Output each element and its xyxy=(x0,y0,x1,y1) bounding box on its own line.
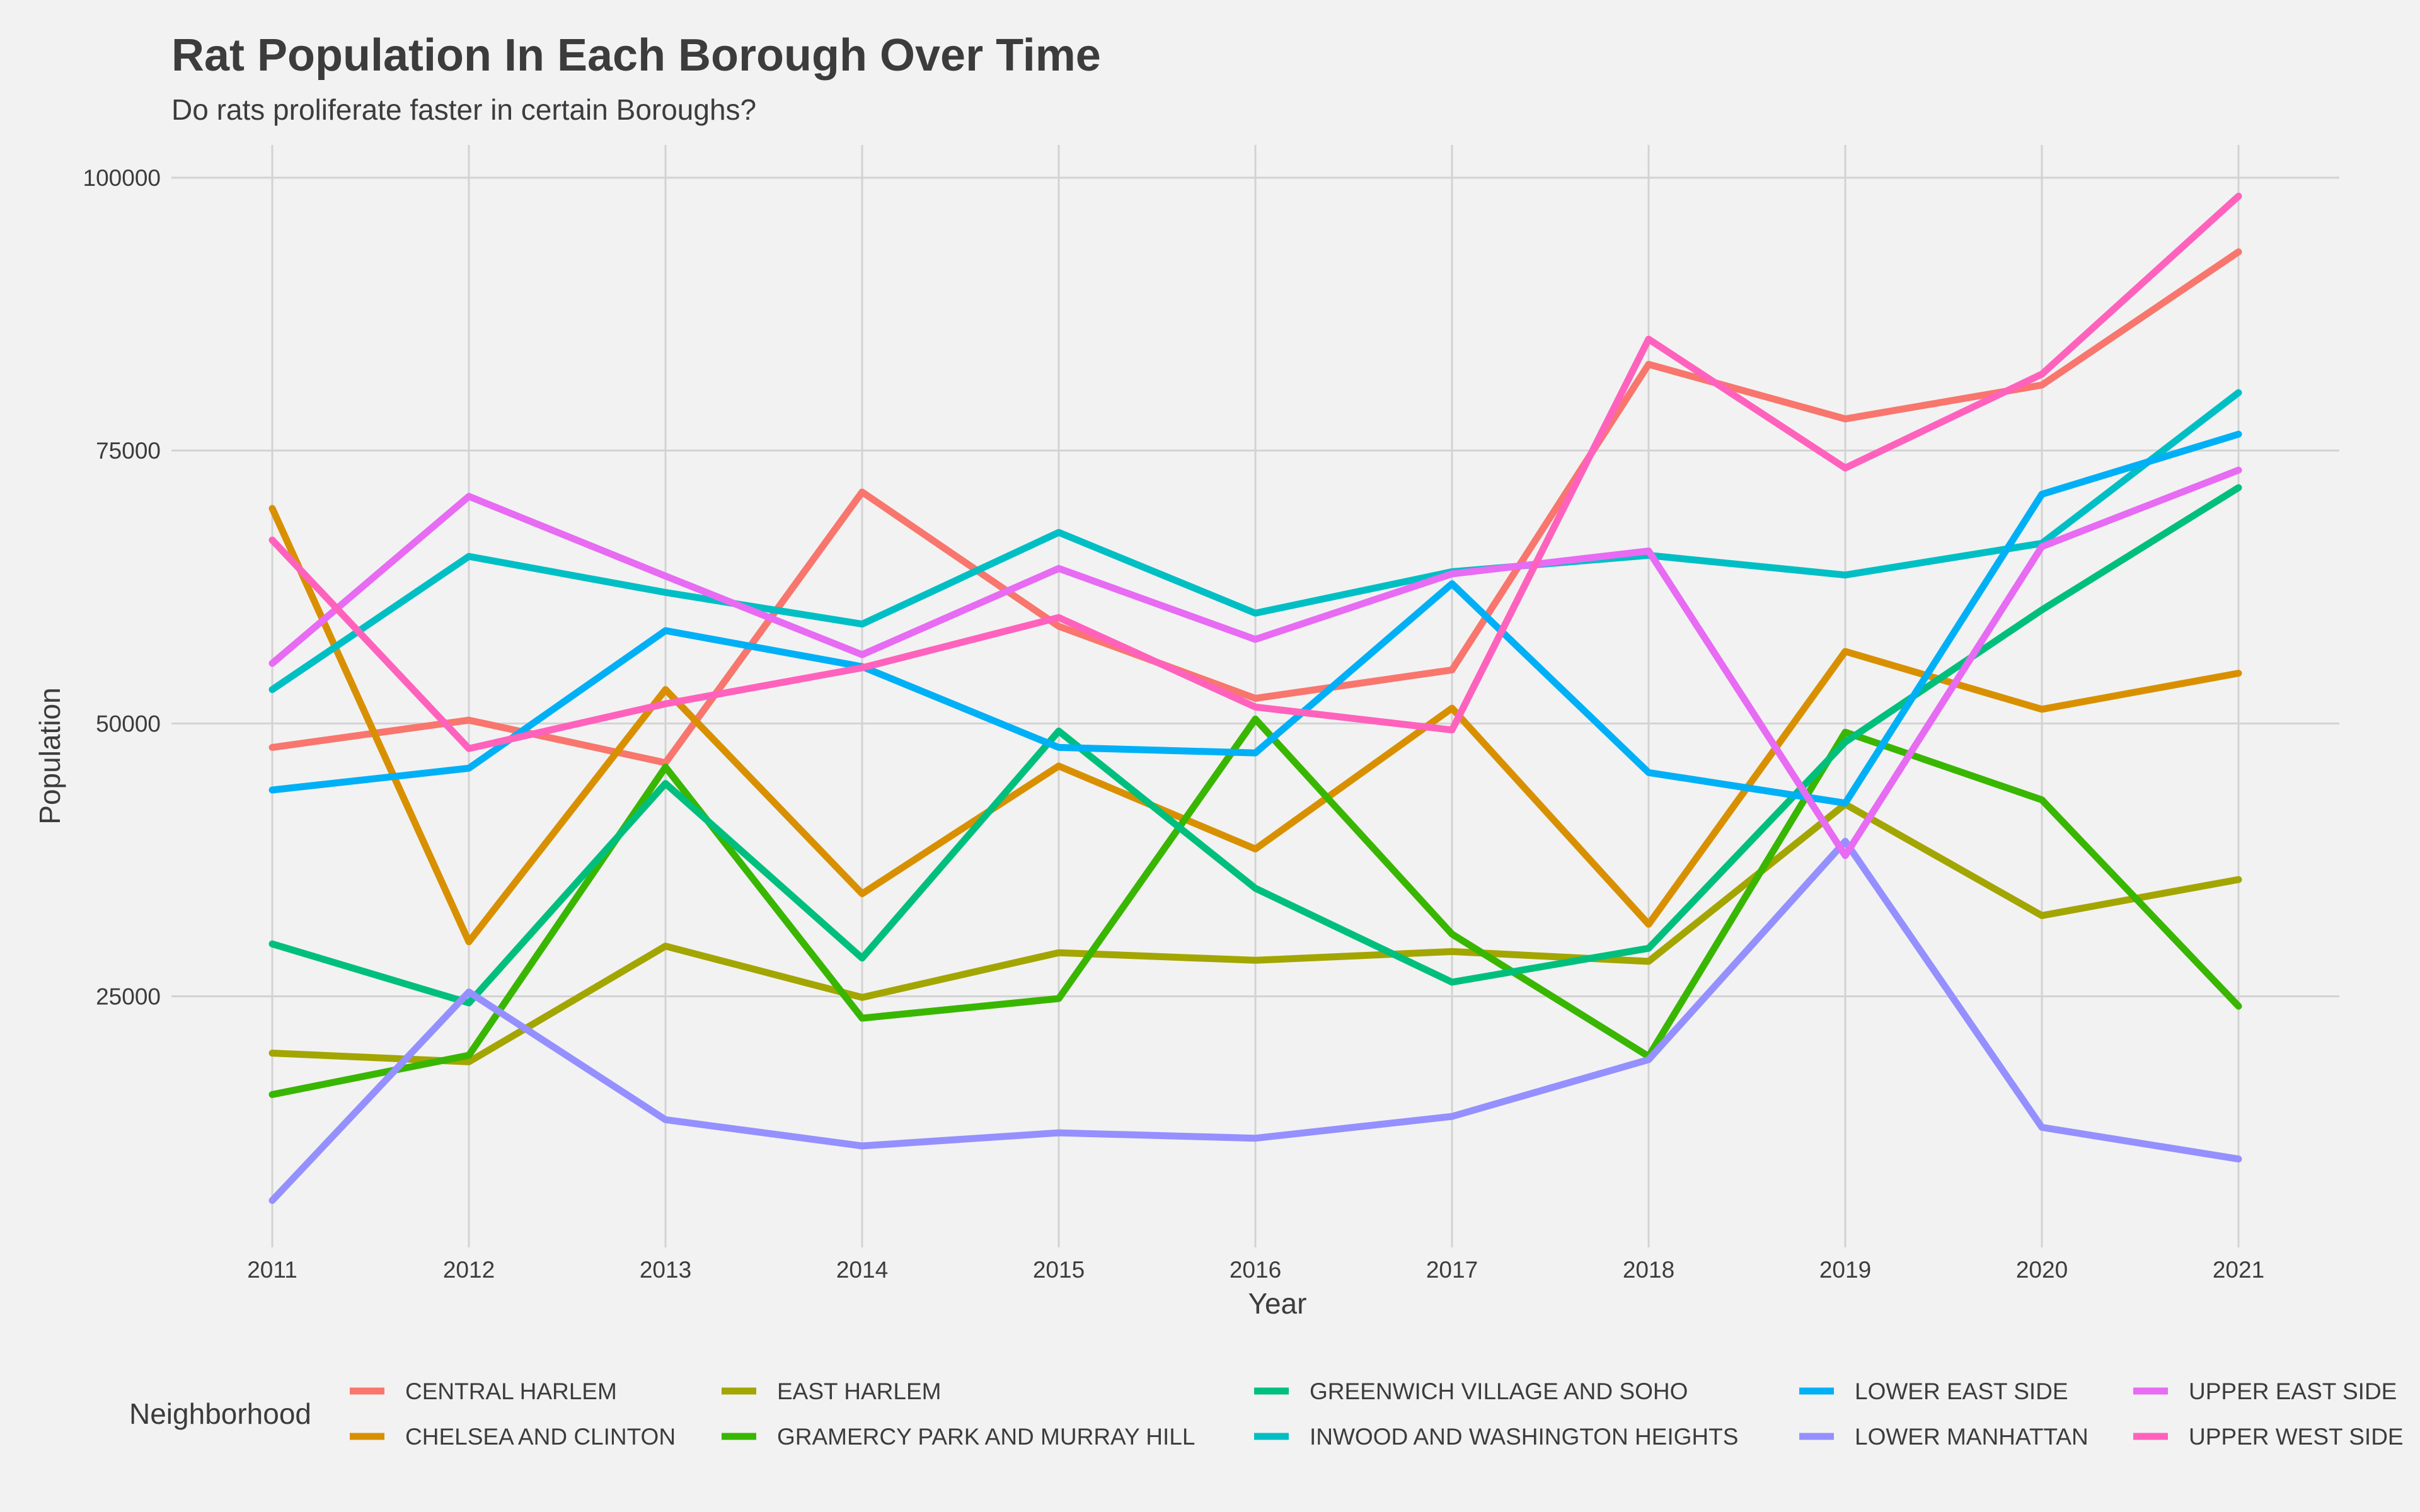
x-tick-label-2017: 2017 xyxy=(1426,1257,1478,1283)
x-tick-label-2012: 2012 xyxy=(443,1257,495,1283)
legend: CENTRAL HARLEM CHELSEA AND CLINTON EAST HA… xyxy=(350,1378,2404,1450)
series-line-10 xyxy=(268,192,2242,752)
series-line-3 xyxy=(268,801,2242,1065)
x-tick-label-2014: 2014 xyxy=(836,1257,888,1283)
x-tick-label-2011: 2011 xyxy=(247,1257,297,1283)
chart-title: Rat Population In Each Borough Over Time xyxy=(171,30,1101,81)
legend-label-6: INWOOD AND WASHINGTON HEIGHTS xyxy=(1310,1424,1738,1450)
y-tick-label-75000: 75000 xyxy=(96,438,161,464)
legend-label-7: LOWER EAST SIDE xyxy=(1855,1378,2068,1404)
legend-label-2: CHELSEA AND CLINTON xyxy=(405,1424,676,1450)
series-line-6 xyxy=(268,389,2242,694)
x-tick-label-2016: 2016 xyxy=(1230,1257,1281,1283)
x-tick-label-2020: 2020 xyxy=(2016,1257,2068,1283)
series-line-7 xyxy=(268,430,2242,807)
legend-label-1: CENTRAL HARLEM xyxy=(405,1378,617,1404)
x-tick-label-2019: 2019 xyxy=(1819,1257,1871,1283)
legend-label-8: LOWER MANHATTAN xyxy=(1855,1424,2089,1450)
legend-label-4: GRAMERCY PARK AND MURRAY HILL xyxy=(777,1424,1195,1450)
series-line-2 xyxy=(268,505,2242,946)
legend-label-9: UPPER EAST SIDE xyxy=(2189,1378,2397,1404)
y-tick-label-100000: 100000 xyxy=(83,165,161,191)
x-axis-title: Year xyxy=(1248,1287,1307,1320)
y-tick-label-25000: 25000 xyxy=(96,983,161,1009)
y-tick-label-50000: 50000 xyxy=(96,711,161,736)
legend-label-3: EAST HARLEM xyxy=(777,1378,941,1404)
axis-ticks: 2011 2012 2013 2014 2015 2016 2017 2018 2019 2020… xyxy=(83,165,2265,1283)
legend-title: Neighborhood xyxy=(129,1397,311,1430)
legend-label-10: UPPER WEST SIDE xyxy=(2189,1424,2404,1450)
x-tick-label-2015: 2015 xyxy=(1033,1257,1085,1283)
chart-subtitle: Do rats proliferate faster in certain Bo… xyxy=(171,93,756,126)
x-tick-label-2021: 2021 xyxy=(2213,1257,2264,1283)
legend-label-5: GREENWICH VILLAGE AND SOHO xyxy=(1310,1378,1688,1404)
x-tick-label-2013: 2013 xyxy=(640,1257,691,1283)
y-axis-title: Population xyxy=(33,687,66,824)
series-line-1 xyxy=(268,248,2242,767)
series-lines xyxy=(268,192,2242,1204)
series-line-9 xyxy=(268,466,2242,859)
series-line-8 xyxy=(268,837,2242,1204)
x-tick-label-2018: 2018 xyxy=(1623,1257,1674,1283)
